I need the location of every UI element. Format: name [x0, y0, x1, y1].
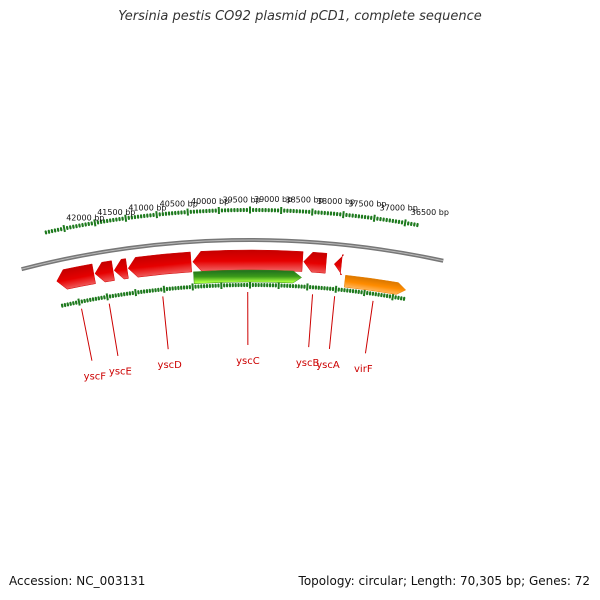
gene-yscf: [56, 263, 96, 290]
backbone-highlight: [21, 239, 444, 270]
tick-label: 42000 bp: [66, 214, 104, 223]
label-line-virf: [364, 300, 374, 354]
gene-label-yscd: yscD: [158, 360, 183, 371]
major-tick: [77, 298, 81, 306]
gene-yscc: [193, 269, 302, 285]
major-tick: [124, 214, 128, 222]
major-tick: [162, 285, 166, 293]
major-tick: [105, 293, 109, 301]
map-title: Yersinia pestis CO92 plasmid pCD1, compl…: [118, 9, 482, 24]
gene-unlabeled: [113, 258, 129, 280]
major-tick: [62, 224, 66, 233]
gene-label-ysca: yscA: [316, 360, 340, 371]
label-line-yscd: [162, 296, 169, 350]
major-tick: [362, 288, 366, 297]
major-tick: [93, 219, 97, 227]
genes-layer: [56, 249, 407, 295]
major-tick: [403, 219, 407, 227]
gene-virf: [343, 274, 407, 295]
tick-label: 40500 bp: [160, 200, 198, 209]
tick-label: 41000 bp: [128, 203, 166, 212]
accession-text: Accession: NC_003131: [9, 574, 146, 588]
summary-text: Topology: circular; Length: 70,305 bp; G…: [298, 574, 590, 588]
gene-label-yscc: yscC: [236, 356, 260, 367]
label-line-yscf: [81, 308, 93, 361]
label-line-ysce: [108, 303, 119, 356]
major-tick: [134, 288, 138, 297]
backbone-layer: [21, 238, 444, 272]
tick-label: 37500 bp: [348, 200, 386, 209]
tick-label: 37000 bp: [380, 203, 418, 212]
tick-label: 41500 bp: [97, 208, 135, 217]
gene-unlabeled: [192, 249, 304, 272]
major-tick: [155, 211, 158, 219]
gene-ysce: [94, 260, 115, 283]
gene-label-virf: virF: [354, 364, 373, 375]
gene-yscb: [303, 251, 328, 274]
gene-label-ysce: yscE: [109, 367, 132, 378]
gene-label-yscb: yscB: [296, 358, 320, 369]
tick-label: 39000 bp: [254, 195, 292, 204]
tick-label: 40000 bp: [191, 197, 229, 206]
major-tick: [372, 214, 376, 222]
gene-ysca: [333, 254, 345, 276]
tick-layer: [44, 206, 419, 308]
gene-label-yscf: yscF: [84, 371, 107, 382]
tick-label: 39500 bp: [223, 196, 261, 205]
label-line-yscb: [308, 294, 314, 348]
tick-label: 38000 bp: [317, 197, 355, 206]
label-line-ysca: [328, 296, 336, 349]
major-tick: [334, 285, 338, 293]
tick-label: 38500 bp: [285, 196, 323, 205]
major-tick: [391, 293, 395, 301]
major-tick: [342, 211, 345, 219]
tick-label: 36500 bp: [411, 208, 449, 217]
gene-yscd: [127, 251, 192, 278]
